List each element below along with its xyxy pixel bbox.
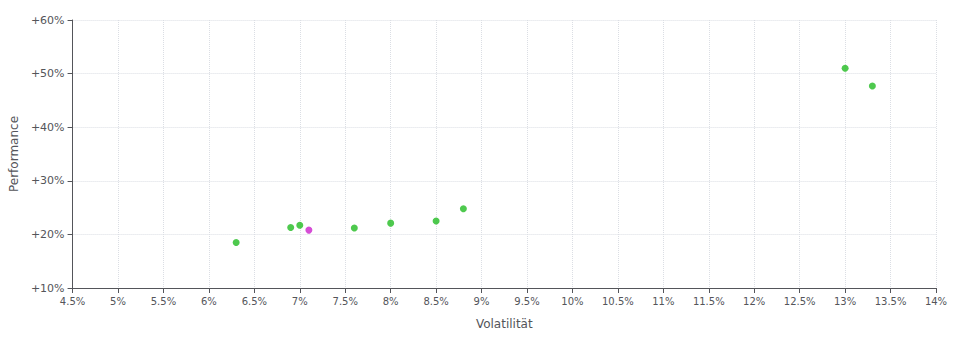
- svg-text:12%: 12%: [743, 296, 765, 307]
- svg-text:11.5%: 11.5%: [693, 296, 725, 307]
- svg-text:+30%: +30%: [31, 174, 65, 187]
- svg-text:8.5%: 8.5%: [423, 296, 448, 307]
- svg-text:4.5%: 4.5%: [60, 296, 85, 307]
- svg-text:7%: 7%: [292, 296, 308, 307]
- svg-text:+20%: +20%: [31, 228, 65, 241]
- svg-text:13%: 13%: [834, 296, 856, 307]
- svg-text:Performance: Performance: [7, 116, 21, 192]
- svg-text:8%: 8%: [383, 296, 399, 307]
- svg-text:6.5%: 6.5%: [242, 296, 267, 307]
- svg-text:+10%: +10%: [31, 282, 65, 295]
- svg-text:9%: 9%: [474, 296, 490, 307]
- svg-text:7.5%: 7.5%: [333, 296, 358, 307]
- svg-text:+40%: +40%: [31, 121, 65, 134]
- svg-text:5%: 5%: [110, 296, 126, 307]
- svg-text:5.5%: 5.5%: [151, 296, 176, 307]
- svg-text:9.5%: 9.5%: [514, 296, 539, 307]
- svg-text:12.5%: 12.5%: [784, 296, 816, 307]
- svg-text:+50%: +50%: [31, 67, 65, 80]
- svg-text:Volatilität: Volatilität: [476, 317, 533, 331]
- svg-text:10.5%: 10.5%: [602, 296, 634, 307]
- svg-text:11%: 11%: [652, 296, 674, 307]
- svg-text:6%: 6%: [201, 296, 217, 307]
- svg-text:10%: 10%: [561, 296, 583, 307]
- svg-text:14%: 14%: [925, 296, 947, 307]
- svg-text:13.5%: 13.5%: [875, 296, 907, 307]
- svg-text:+60%: +60%: [31, 14, 65, 27]
